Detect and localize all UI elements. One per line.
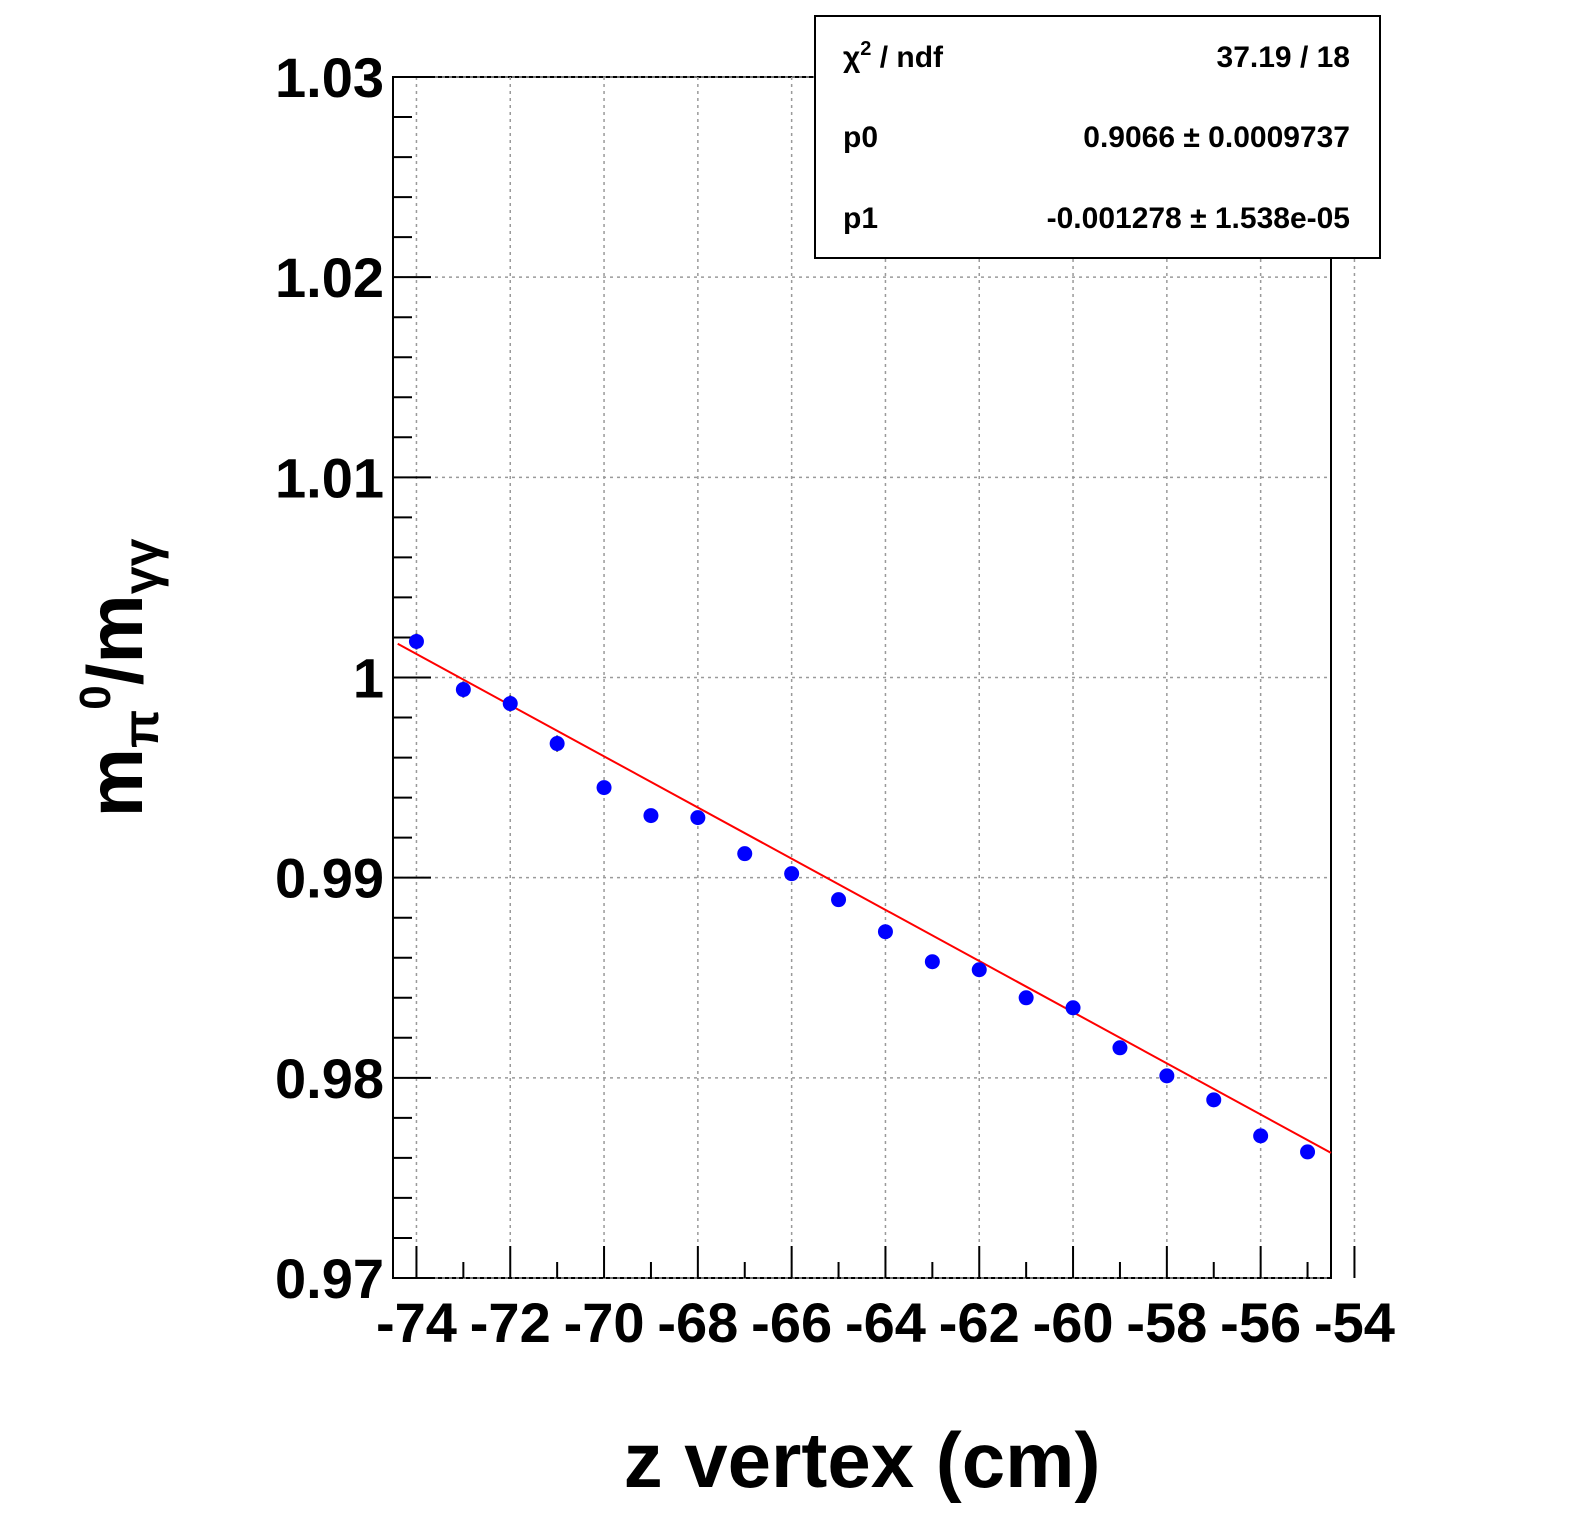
y-tick-label: 1	[353, 647, 384, 710]
data-point	[1253, 1128, 1269, 1144]
data-point	[1018, 990, 1034, 1006]
y-axis: 0.97 0.98 0.99 1 1.01 1.02 1.03	[275, 46, 431, 1310]
y-tick-label: 0.99	[275, 847, 384, 910]
x-tick-label: -66	[751, 1291, 832, 1354]
x-tick-label: -74	[376, 1291, 457, 1354]
data-point	[1206, 1092, 1222, 1108]
y-title-sub1: π	[113, 710, 169, 748]
y-title-m1: m	[71, 748, 159, 817]
stats-p0-value: 0.9066 ± 0.0009737	[1083, 121, 1350, 154]
data-point	[831, 892, 847, 908]
data-point	[643, 808, 659, 824]
x-tick-label: -54	[1314, 1291, 1395, 1354]
data-point	[408, 633, 424, 649]
x-tick-label: -56	[1220, 1291, 1301, 1354]
x-tick-label: -62	[939, 1291, 1020, 1354]
y-title-slash: /m	[71, 594, 159, 685]
x-tick-label: -60	[1033, 1291, 1114, 1354]
x-tick-label: -70	[564, 1291, 645, 1354]
y-tick-label: 1.02	[275, 246, 384, 309]
data-point	[549, 736, 565, 752]
x-tick-label: -68	[657, 1291, 738, 1354]
stats-box-frame	[814, 15, 1381, 259]
data-point	[1159, 1068, 1175, 1084]
y-tick-label: 1.03	[275, 46, 384, 109]
data-point	[1112, 1040, 1128, 1056]
data-point	[924, 954, 940, 970]
y-title-sup1: 0	[71, 685, 120, 709]
y-tick-label: 0.97	[275, 1247, 384, 1310]
data-points	[408, 633, 1316, 1160]
data-point	[502, 696, 518, 712]
data-point	[784, 866, 800, 882]
stats-p1-value: -0.001278 ± 1.538e-05	[1047, 202, 1350, 235]
y-axis-title: mπ0/mγγ	[71, 538, 169, 817]
data-point	[737, 846, 753, 862]
x-tick-label: -58	[1126, 1291, 1207, 1354]
fit-line	[397, 642, 1332, 1154]
x-tick-label: -72	[470, 1291, 551, 1354]
stats-chi2-label: χ2 / ndf	[843, 38, 944, 74]
svg-text:mπ0/mγγ: mπ0/mγγ	[71, 538, 169, 817]
fit-layer	[397, 642, 1332, 1154]
stats-box: χ2 / ndf 37.19 / 18 p0 0.9066 ± 0.000973…	[814, 15, 1381, 259]
y-title-sub2: γγ	[113, 538, 169, 594]
stats-p0-label: p0	[843, 121, 878, 154]
data-point	[971, 962, 987, 978]
data-point	[1065, 1000, 1081, 1016]
x-axis-title: z vertex (cm)	[624, 1416, 1101, 1504]
data-point	[690, 810, 706, 826]
grid	[393, 76, 1356, 1279]
stats-chi2-value: 37.19 / 18	[1217, 41, 1350, 74]
y-tick-label: 1.01	[275, 446, 384, 509]
stats-p1-label: p1	[843, 202, 878, 235]
data-point	[1300, 1144, 1316, 1160]
data-point	[877, 924, 893, 940]
y-tick-label: 0.98	[275, 1047, 384, 1110]
x-axis: -74 -72 -70 -68 -66 -64 -62 -60 -58 -56 -54	[376, 1246, 1395, 1354]
x-tick-label: -64	[845, 1291, 926, 1354]
data-point	[455, 682, 471, 698]
data-point	[596, 780, 612, 796]
